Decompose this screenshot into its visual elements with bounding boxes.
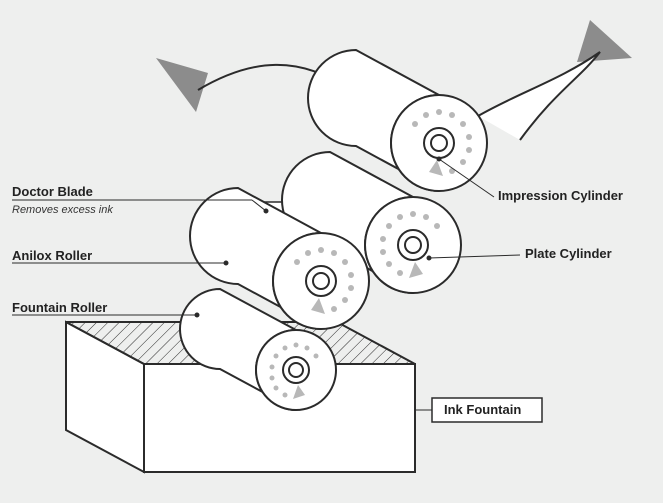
anilox-roller-label: Anilox Roller [12,248,92,263]
substrate-web-out [478,52,600,140]
ink-fountain-label: Ink Fountain [444,402,521,417]
impression-cylinder-label: Impression Cylinder [498,188,623,203]
plate-cylinder-label: Plate Cylinder [525,246,612,261]
substrate-arrow-in [156,58,208,112]
doctor-blade-subtitle: Removes excess ink [12,204,113,216]
doctor-blade-label: Doctor Blade [12,184,93,199]
substrate-arrow-out [577,20,632,62]
fountain-roller-label: Fountain Roller [12,300,107,315]
